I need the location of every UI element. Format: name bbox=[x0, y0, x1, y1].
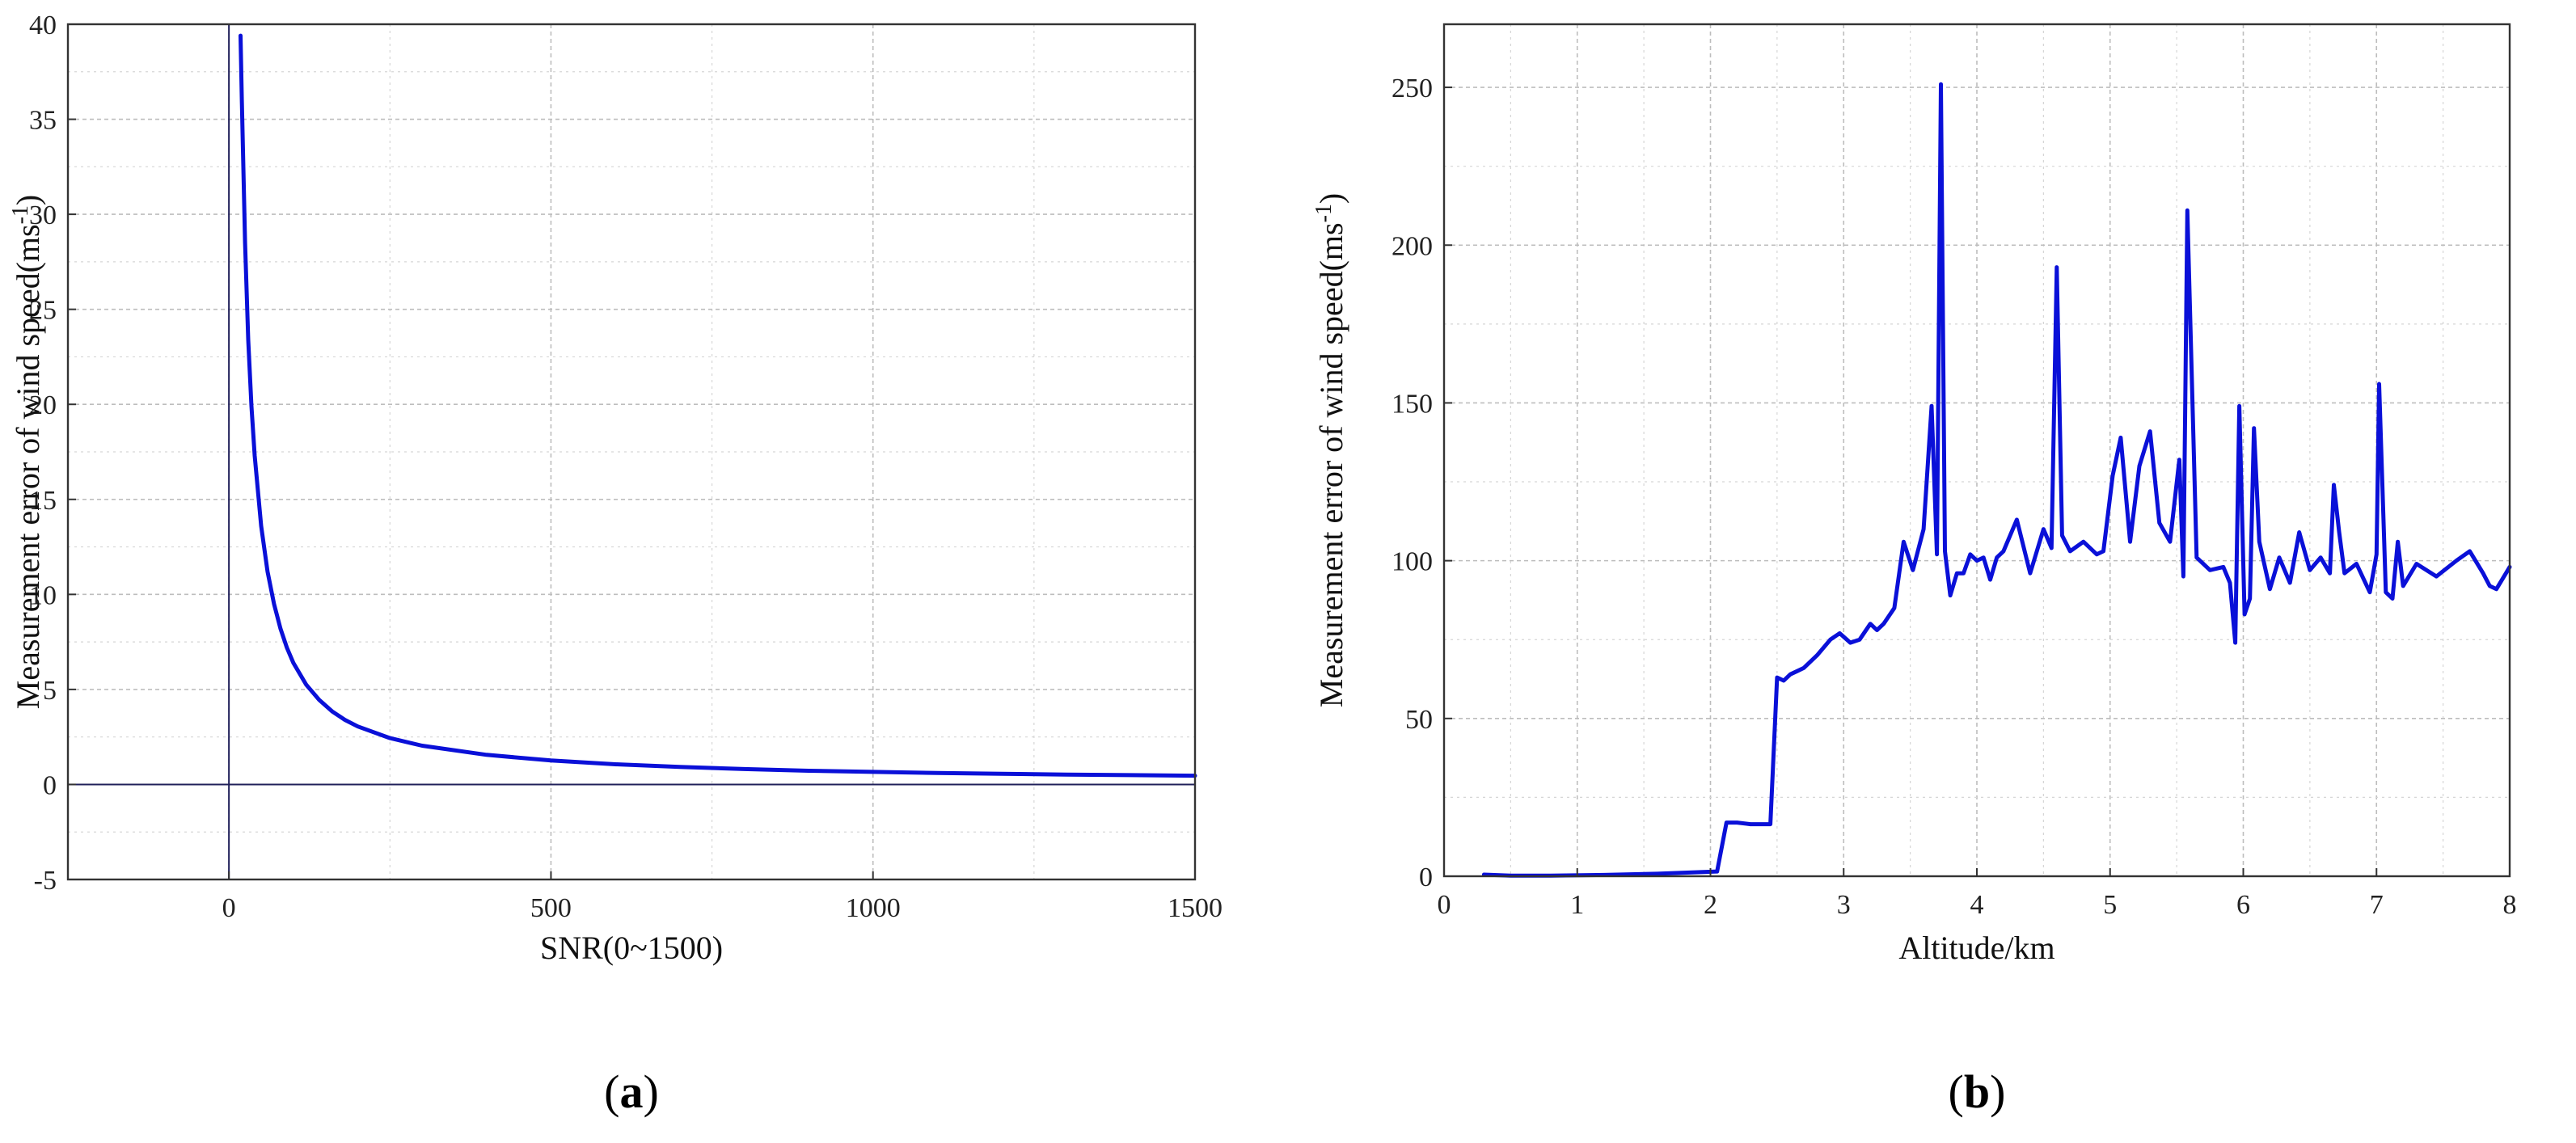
y-tick-label: 15 bbox=[29, 486, 57, 516]
y-axis-title-a-exp: -1 bbox=[8, 205, 33, 224]
y-tick-label: 0 bbox=[43, 770, 57, 800]
y-tick-label: 50 bbox=[1405, 705, 1433, 735]
grid-a bbox=[68, 24, 1195, 879]
y-tick-label: 20 bbox=[29, 390, 57, 420]
y-axis-title-b-main: Measurement error of wind speed(ms bbox=[1313, 222, 1349, 707]
x-tick-label: 5 bbox=[2103, 890, 2117, 920]
x-axis-title-b: Altitude/km bbox=[1898, 930, 2054, 966]
y-tick-label: -5 bbox=[34, 866, 57, 896]
x-tick-label: 1500 bbox=[1168, 893, 1223, 923]
x-tick-label: 500 bbox=[530, 893, 572, 923]
x-tick-label: 3 bbox=[1837, 890, 1851, 920]
x-tick-label: 2 bbox=[1704, 890, 1717, 920]
y-tick-labels-b: 0 50 100 150 200 250 bbox=[1391, 74, 1452, 892]
y-tick-label: 10 bbox=[29, 580, 57, 610]
series-line-a bbox=[239, 33, 1197, 778]
y-axis-title-b: Measurement error of wind speed(ms-1) bbox=[1311, 193, 1349, 707]
plot-frame-a bbox=[66, 23, 1197, 881]
y-tick-label: 5 bbox=[43, 676, 57, 706]
x-tick-label: 0 bbox=[222, 893, 236, 923]
panel-letter-b: b bbox=[1964, 1065, 1990, 1118]
y-tick-label: 25 bbox=[29, 296, 57, 326]
x-tick-label: 1000 bbox=[846, 893, 901, 923]
y-axis-title-b-close: ) bbox=[1313, 193, 1349, 204]
x-tick-label: 8 bbox=[2503, 890, 2517, 920]
y-tick-label: 35 bbox=[29, 106, 57, 136]
grid-b bbox=[1444, 24, 2510, 876]
y-axis-title-a-main: Measurement error of wind speed(ms bbox=[10, 224, 46, 709]
y-axis-title-a-close: ) bbox=[10, 195, 46, 205]
x-tick-label: 0 bbox=[1438, 890, 1451, 920]
panel-label-b: (b) bbox=[1949, 1065, 2006, 1118]
x-tick-label: 1 bbox=[1570, 890, 1584, 920]
x-tick-label: 7 bbox=[2370, 890, 2384, 920]
y-tick-labels-a: -5 0 5 10 15 20 25 30 35 40 bbox=[29, 11, 76, 896]
y-axis-title-a: Measurement error of wind speed(ms-1) bbox=[8, 195, 46, 709]
y-axis-title-b-exp: -1 bbox=[1311, 204, 1337, 222]
x-tick-labels-b: 0 1 2 3 4 5 6 7 8 bbox=[1438, 868, 2517, 920]
x-tick-label: 4 bbox=[1970, 890, 1984, 920]
y-tick-label: 40 bbox=[29, 11, 57, 40]
y-tick-label: 0 bbox=[1419, 863, 1433, 892]
chart-panel-b: 0 1 2 3 4 5 6 7 8 0 50 100 150 200 250 Altitude/km Me… bbox=[1311, 23, 2517, 1118]
y-tick-label: 150 bbox=[1391, 389, 1433, 419]
panel-label-a: (a) bbox=[604, 1065, 659, 1118]
x-tick-labels-a: 0 500 1000 1500 bbox=[222, 871, 1223, 923]
panel-letter-a: a bbox=[620, 1065, 644, 1118]
y-tick-label: 250 bbox=[1391, 74, 1433, 103]
y-tick-label: 30 bbox=[29, 200, 57, 230]
y-tick-label: 200 bbox=[1391, 231, 1433, 261]
y-tick-label: 100 bbox=[1391, 547, 1433, 577]
series-line-b bbox=[1481, 82, 2512, 878]
x-tick-label: 6 bbox=[2236, 890, 2250, 920]
x-axis-title-a: SNR(0~1500) bbox=[540, 930, 723, 966]
chart-panel-a: 0 500 1000 1500 -5 0 5 10 15 20 25 30 35 40 SNR(0~15… bbox=[8, 11, 1223, 1118]
